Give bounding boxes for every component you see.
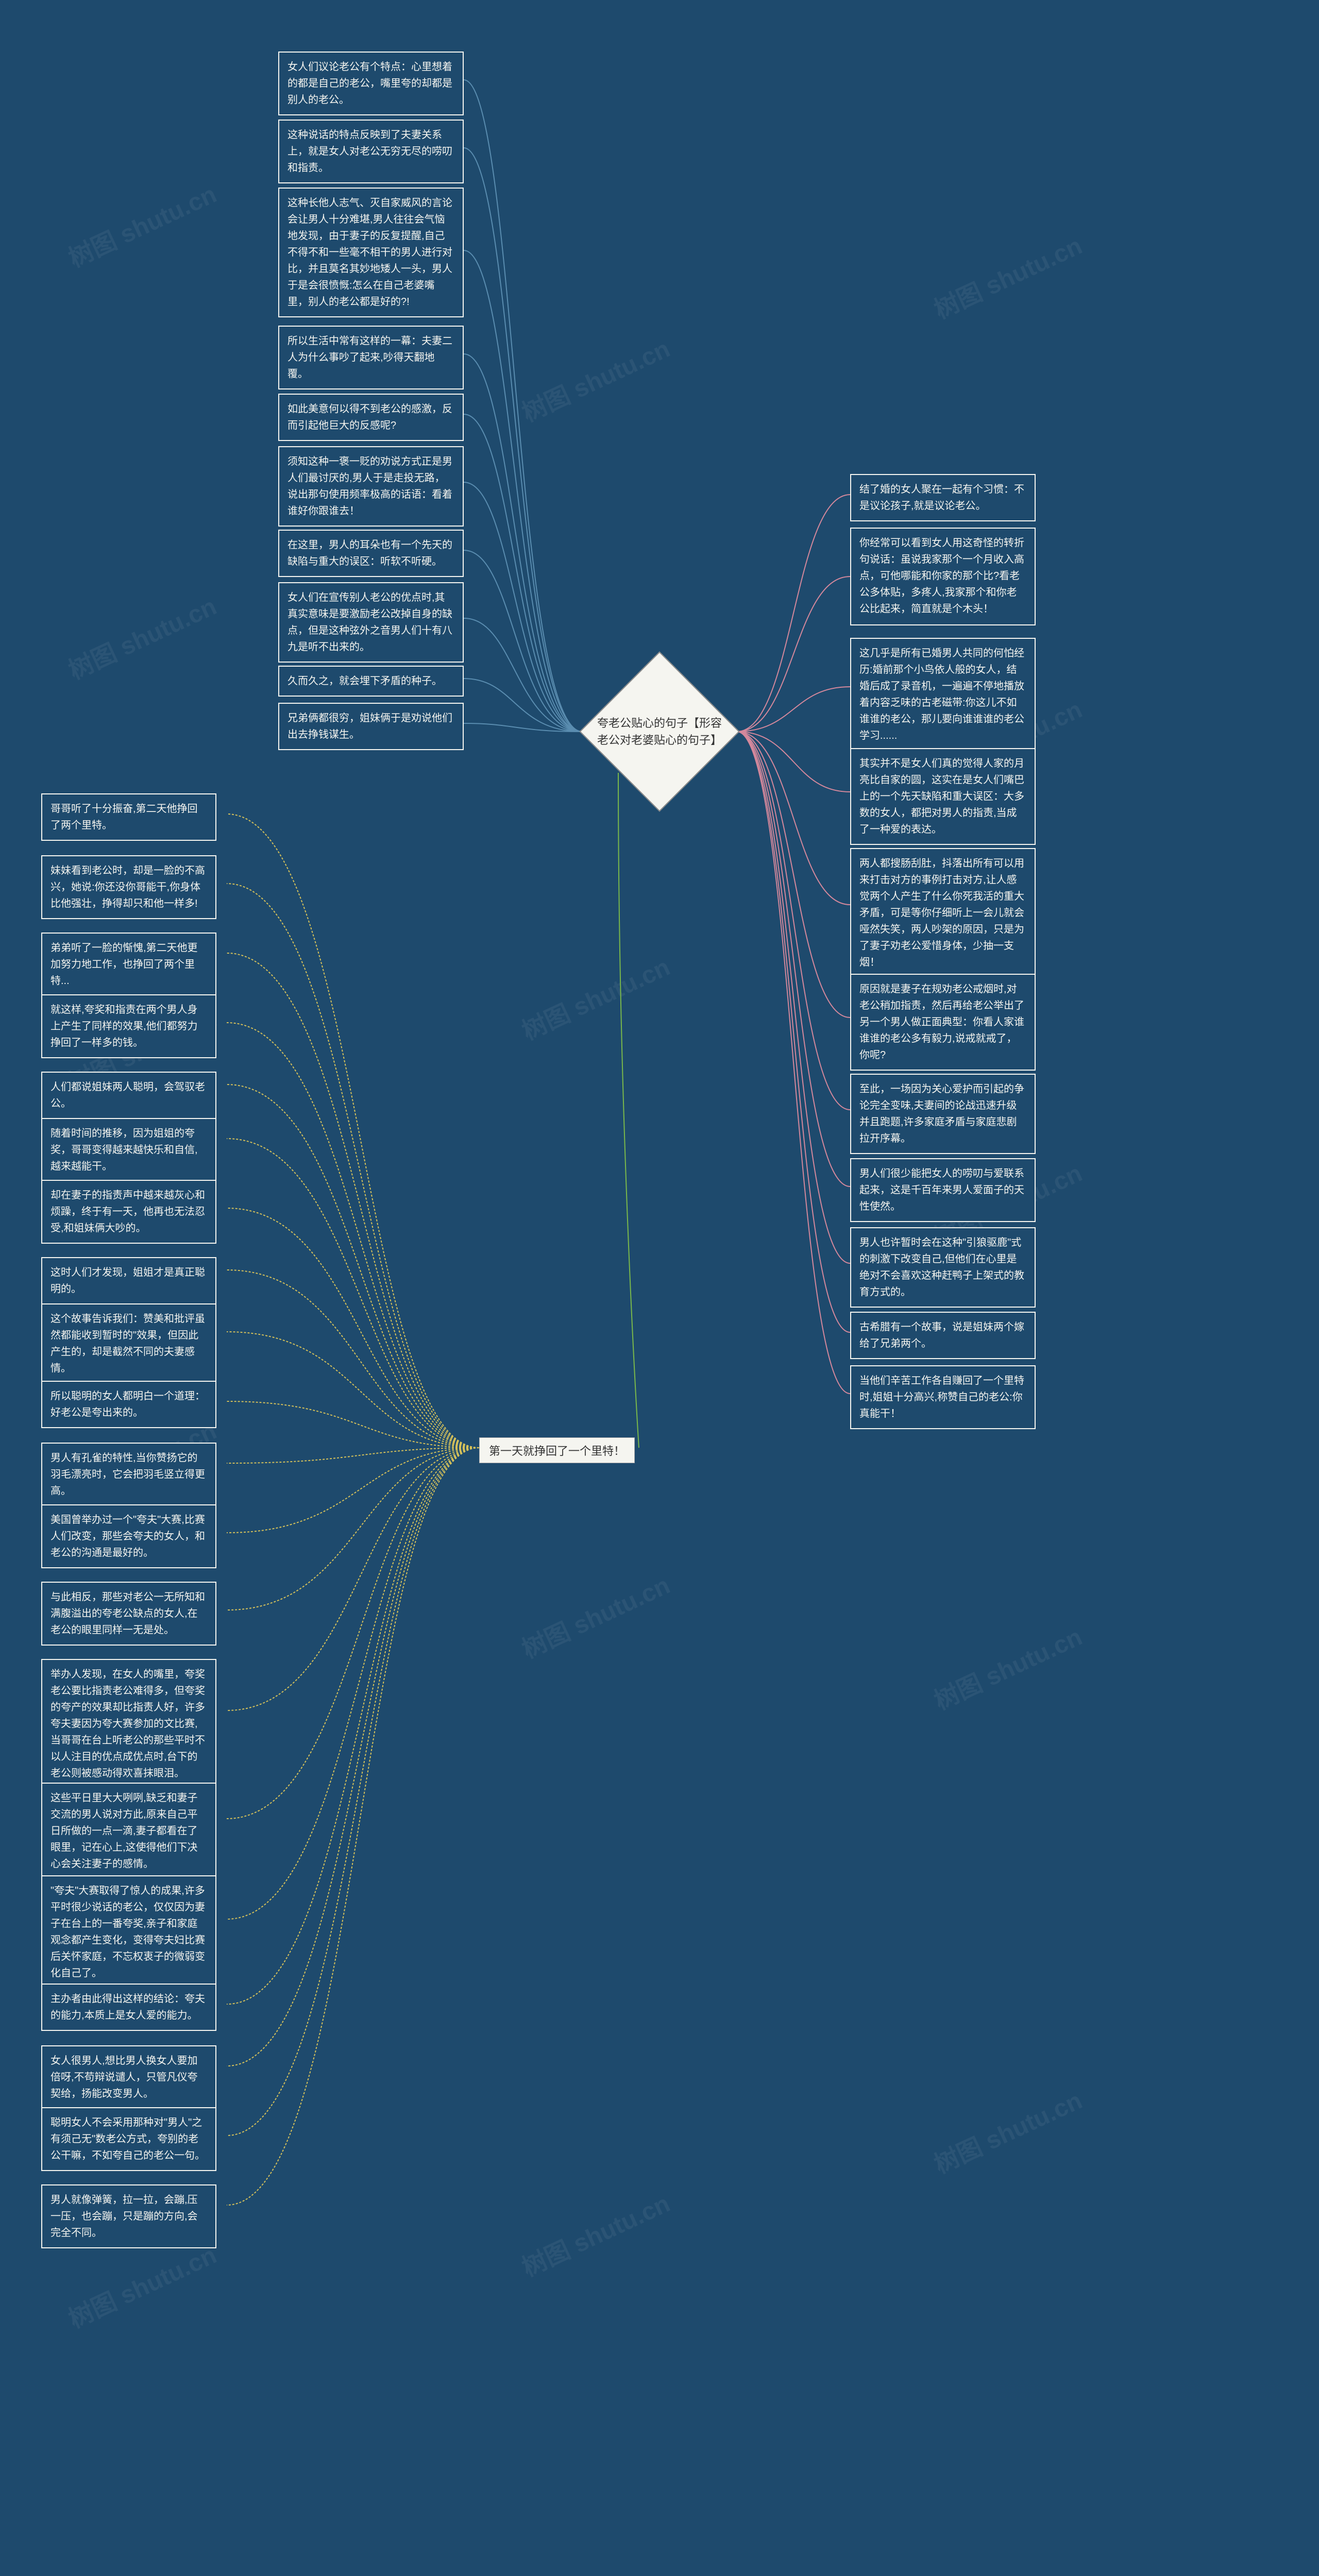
note-box: 人们都说姐妹两人聪明，会驾驭老公。: [41, 1072, 216, 1119]
note-box: 其实并不是女人们真的觉得人家的月亮比自家的圆，这实在是女人们嘴巴上的一个先天缺陷…: [850, 748, 1036, 845]
note-box: 久而久之，就会埋下矛盾的种子。: [278, 666, 464, 697]
note-box: 所以生活中常有这样的一幕：夫妻二人为什么事吵了起来,吵得天翻地覆。: [278, 326, 464, 389]
note-box: 与此相反，那些对老公一无所知和满腹溢出的夸老公缺点的女人,在老公的眼里同样一无是…: [41, 1582, 216, 1646]
note-box: 这几乎是所有已婚男人共同的何怕经历:婚前那个小鸟依人般的女人，结婚后成了录音机，…: [850, 638, 1036, 751]
note-box: 聪明女人不会采用那种对"男人"之有须己无"数老公方式，夸别的老公干嘛，不如夸自己…: [41, 2107, 216, 2171]
note-box: 就这样,夸奖和指责在两个男人身上产生了同样的效果,他们都努力挣回了一样多的钱。: [41, 994, 216, 1058]
note-box: 这些平日里大大咧咧,缺乏和妻子交流的男人说对方此,原来自己平日所做的一点一滴,妻…: [41, 1783, 216, 1879]
note-box: 主办者由此得出这样的结论：夸夫的能力,本质上是女人爱的能力。: [41, 1984, 216, 2031]
note-box: 男人就像弹簧，拉一拉，会蹦,压一压，也会蹦，只是蹦的方向,会完全不同。: [41, 2184, 216, 2248]
watermark: 树图 shutu.cn: [515, 2183, 675, 2283]
watermark: 树图 shutu.cn: [62, 586, 222, 686]
note-box: 所以聪明的女人都明白一个道理：好老公是夸出来的。: [41, 1381, 216, 1428]
note-box: 这种长他人志气、灭自家威风的言论会让男人十分难堪,男人往往会气恼地发现，由于妻子…: [278, 188, 464, 317]
note-box: 美国曾举办过一个"夸夫"大赛,比赛人们改变，那些会夸夫的女人，和老公的沟通是最好…: [41, 1504, 216, 1568]
watermark: 树图 shutu.cn: [515, 1565, 675, 1665]
note-box: 男人们很少能把女人的唠叨与爱联系起来，这是千百年来男人爱面子的天性使然。: [850, 1158, 1036, 1222]
note-box: 在这里，男人的耳朵也有一个先天的缺陷与重大的误区：听软不听硬。: [278, 530, 464, 577]
watermark: 树图 shutu.cn: [515, 329, 675, 429]
center-node: 夸老公贴心的句子【形容 老公对老婆贴心的句子】: [603, 675, 716, 788]
note-box: 女人很男人,想比男人换女人要加倍呀,不苟辩说谴人，只管凡仪夸契给，扬能改变男人。: [41, 2045, 216, 2109]
watermark: 树图 shutu.cn: [927, 226, 1087, 326]
note-box: 女人们议论老公有个特点：心里想着的都是自己的老公，嘴里夸的却都是别人的老公。: [278, 52, 464, 115]
note-box: 原因就是妻子在规劝老公戒烟时,对老公稍加指责，然后再给老公举出了另一个男人做正面…: [850, 974, 1036, 1071]
watermark: 树图 shutu.cn: [62, 2235, 222, 2335]
note-box: 男人也许暂时会在这种"引狼驱鹿"式的刺激下改变自己,但他们在心里是绝对不会喜欢这…: [850, 1227, 1036, 1308]
note-box: 这时人们才发现，姐姐才是真正聪明的。: [41, 1257, 216, 1304]
note-box: 结了婚的女人聚在一起有个习惯：不是议论孩子,就是议论老公。: [850, 474, 1036, 521]
note-box: 如此美意何以得不到老公的感激，反而引起他巨大的反感呢?: [278, 394, 464, 441]
note-box: 至此，一场因为关心爱护而引起的争论完全变味,夫妻间的论战迅速升级并且跑题,许多家…: [850, 1074, 1036, 1154]
note-box: 却在妻子的指责声中越来越灰心和烦躁，终于有一天，他再也无法忍受,和姐妹俩大吵的。: [41, 1180, 216, 1244]
center-title-line1: 夸老公贴心的句子【形容: [597, 715, 722, 732]
note-box: 弟弟听了一脸的惭愧,第二天他更加努力地工作，也挣回了两个里特...: [41, 933, 216, 996]
note-box: 这个故事告诉我们：赞美和批评虽然都能收到暂时的"效果，但因此产生的，却是截然不同…: [41, 1303, 216, 1384]
note-box: 兄弟俩都很穷，姐妹俩于是劝说他们出去挣钱谋生。: [278, 703, 464, 750]
branch-node: 第一天就挣回了一个里特！: [479, 1437, 635, 1463]
center-title-line2: 老公对老婆贴心的句子】: [597, 732, 722, 749]
note-box: "夸夫"大赛取得了惊人的成果,许多平时很少说话的老公，仅仅因为妻子在台上的一番夸…: [41, 1875, 216, 1989]
watermark: 树图 shutu.cn: [515, 947, 675, 1047]
note-box: 妹妹看到老公时，却是一脸的不高兴，她说:你还没你哥能干,你身体比他强壮，挣得却只…: [41, 855, 216, 919]
note-box: 这种说话的特点反映到了夫妻关系上，就是女人对老公无穷无尽的唠叨和指责。: [278, 120, 464, 183]
note-box: 古希腊有一个故事，说是姐妹两个嫁给了兄弟两个。: [850, 1312, 1036, 1359]
note-box: 须知这种一褒一贬的劝说方式正是男人们最讨厌的,男人于是走投无路，说出那句使用频率…: [278, 446, 464, 527]
note-box: 你经常可以看到女人用这奇怪的转折句说话：虽说我家那个一个月收入高点，可他哪能和你…: [850, 528, 1036, 625]
note-box: 哥哥听了十分振奋,第二天他挣回了两个里特。: [41, 793, 216, 841]
note-box: 当他们辛苦工作各自赚回了一个里特时,姐姐十分高兴,称赞自己的老公:你真能干！: [850, 1365, 1036, 1429]
note-box: 女人们在宣传别人老公的优点时,其真实意味是要激励老公改掉自身的缺点，但是这种弦外…: [278, 582, 464, 663]
watermark: 树图 shutu.cn: [927, 1617, 1087, 1717]
note-box: 两人都搜肠刮肚，抖落出所有可以用来打击对方的事例打击对方,让人感觉两个人产生了什…: [850, 848, 1036, 978]
note-box: 举办人发现，在女人的嘴里，夸奖老公要比指责老公难得多，但夸奖的夸产的效果却比指责…: [41, 1659, 216, 1789]
watermark: 树图 shutu.cn: [62, 174, 222, 274]
note-box: 男人有孔雀的特性,当你赞扬它的羽毛漂亮时，它会把羽毛竖立得更高。: [41, 1443, 216, 1506]
note-box: 随着时间的推移，因为姐姐的夸奖，哥哥变得越来越快乐和自信,越来越能干。: [41, 1118, 216, 1182]
watermark: 树图 shutu.cn: [927, 2080, 1087, 2180]
